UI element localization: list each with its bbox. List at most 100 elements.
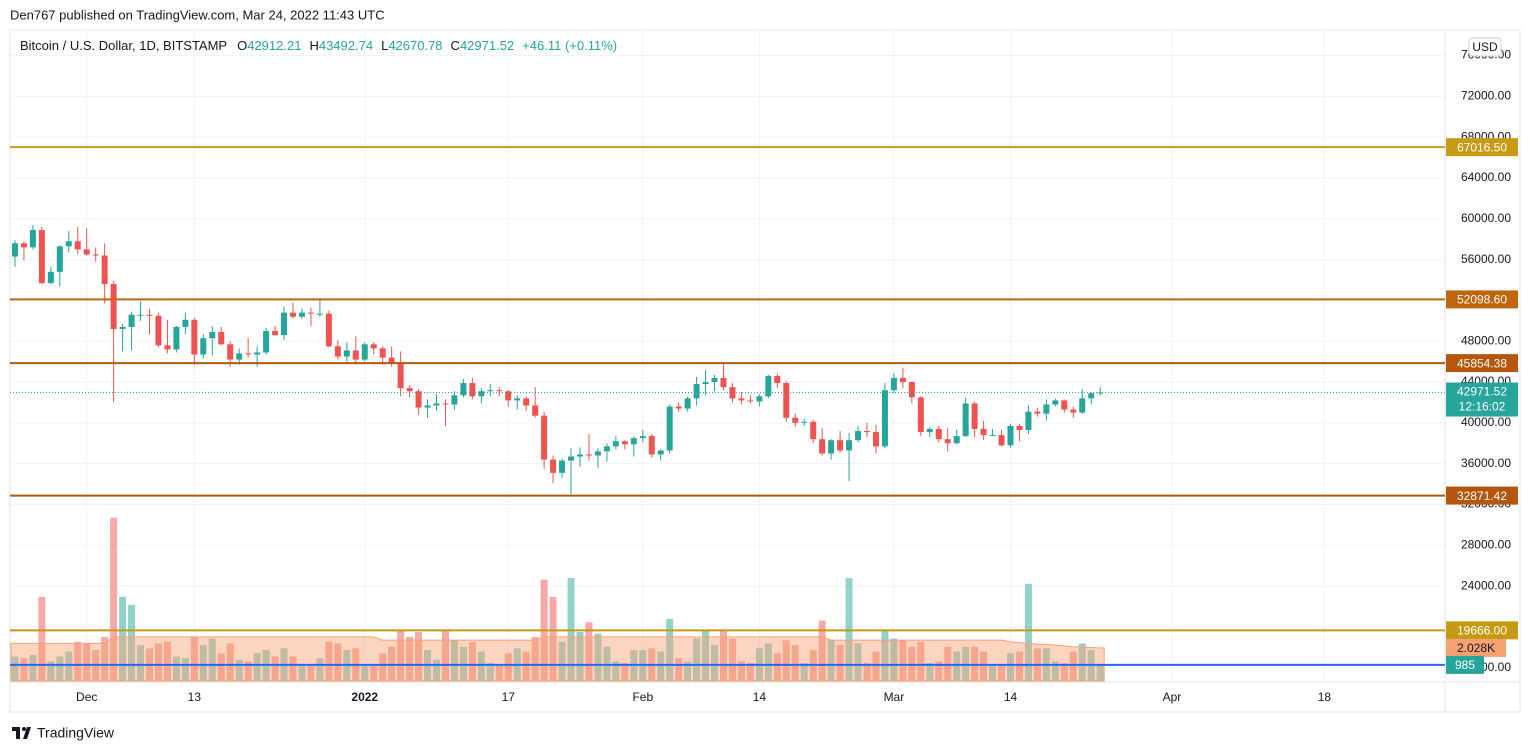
publish-note: Den767 published on TradingView.com, Mar…: [10, 7, 385, 22]
volume-ma-tag-label: 2.028K: [1457, 641, 1495, 655]
x-tick-label: 13: [188, 690, 202, 704]
candle-body: [819, 439, 826, 454]
candle-body: [245, 353, 252, 355]
candle-body: [496, 390, 503, 392]
volume-bar: [486, 663, 494, 681]
candle-body: [890, 377, 897, 391]
volume-bar: [388, 646, 396, 681]
volume-ma-area: [10, 636, 1105, 682]
volume-bar: [711, 645, 719, 681]
volume-bar: [612, 661, 620, 681]
candle-body: [603, 446, 610, 452]
candle-body: [388, 357, 395, 364]
volume-bar: [307, 664, 315, 681]
volume-bar: [558, 641, 566, 681]
candle-body: [1007, 425, 1014, 446]
logo-mark: [22, 727, 26, 731]
candle-body: [254, 352, 261, 355]
candle-body: [935, 428, 942, 440]
volume-bar: [137, 645, 145, 681]
candle-body: [307, 312, 314, 314]
volume-bar: [325, 641, 333, 681]
volume-bar: [441, 630, 449, 681]
candle-body: [1016, 425, 1023, 430]
volume-bar: [791, 645, 799, 681]
candle-body: [738, 398, 745, 401]
level-tag-label: 45854.38: [1457, 356, 1507, 370]
volume-bar: [334, 643, 342, 681]
candle-body: [110, 284, 117, 329]
volume-tag: [1446, 655, 1484, 674]
volume-bar: [881, 630, 889, 681]
candle-body: [621, 441, 628, 445]
candle-body: [272, 331, 279, 336]
volume-bar: [253, 653, 261, 681]
candle-body: [433, 403, 440, 406]
candle-body: [487, 390, 494, 392]
volume-bar: [1060, 663, 1068, 681]
volume-bar: [397, 630, 405, 681]
volume-bar: [737, 661, 745, 681]
x-tick-label: Feb: [632, 690, 653, 704]
ohlc-value: 42971.52: [460, 38, 514, 53]
volume-bar: [217, 653, 225, 681]
volume-bar: [20, 658, 28, 681]
ohlc-key: C: [451, 38, 460, 53]
candle-body: [137, 314, 144, 316]
candle-body: [182, 319, 189, 327]
y-tick-label: 40000.00: [1461, 415, 1511, 429]
candle-body: [209, 332, 216, 339]
candle-body: [998, 435, 1005, 446]
candle-body: [379, 348, 386, 358]
volume-bar: [190, 636, 198, 681]
candle-body: [65, 241, 72, 247]
candle-body: [1025, 411, 1032, 430]
candle-body: [101, 255, 108, 285]
candle-body: [917, 397, 924, 433]
volume-bar: [926, 663, 934, 681]
candle-body: [200, 338, 207, 355]
candle-body: [899, 377, 906, 383]
volume-bar: [172, 656, 180, 681]
candle-body: [594, 451, 601, 456]
candle-body: [720, 377, 727, 388]
volume-bar: [379, 653, 387, 681]
candle-body: [424, 405, 431, 408]
candle-body: [711, 377, 718, 383]
volume-bar: [226, 643, 234, 681]
volume-bar: [271, 656, 279, 681]
volume-bar: [289, 656, 297, 681]
volume-bar: [746, 663, 754, 681]
candle-body: [577, 454, 583, 457]
ohlc-key: O: [237, 38, 247, 53]
volume-bar: [980, 651, 988, 681]
volume-bar: [773, 653, 781, 681]
level-tag-label: 32871.42: [1457, 489, 1507, 503]
candle-body: [370, 344, 377, 349]
candle-body: [281, 312, 288, 336]
volume-bar: [657, 651, 665, 681]
volume-bar: [899, 640, 907, 681]
candle-body: [1097, 392, 1104, 394]
volume-bar: [450, 640, 458, 681]
volume-bar: [1051, 661, 1059, 681]
candle-body: [657, 450, 664, 455]
volume-bar: [495, 664, 503, 681]
volume-bar: [468, 641, 476, 681]
x-tick-label: Apr: [1163, 690, 1182, 704]
volume-bar: [208, 638, 216, 681]
volume-bar: [603, 646, 611, 681]
volume-bar: [110, 517, 118, 681]
candle-body: [397, 363, 404, 389]
volume-bar: [1024, 583, 1032, 681]
logo: TradingView: [12, 725, 115, 741]
candle-body: [406, 388, 413, 392]
candle-body: [980, 428, 987, 436]
volume-bar: [953, 651, 961, 681]
candle-body: [944, 439, 951, 444]
volume-bar: [1078, 643, 1086, 681]
volume-bar: [531, 636, 539, 681]
volume-bar: [764, 643, 772, 681]
volume-bar: [800, 663, 808, 681]
